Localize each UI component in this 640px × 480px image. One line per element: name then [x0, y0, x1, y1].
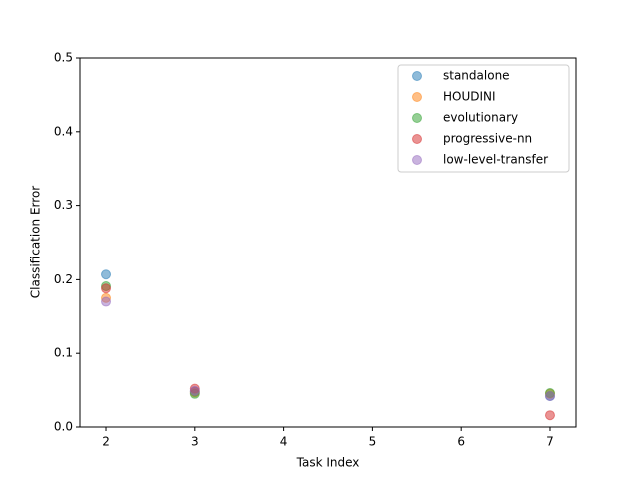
point: [189, 385, 200, 396]
y-tick-label: 0.4: [54, 124, 73, 138]
y-tick-label: 0.1: [54, 346, 73, 360]
y-tick-label: 0.3: [54, 198, 73, 212]
legend-label: standalone: [443, 69, 510, 83]
legend-marker: [412, 92, 422, 102]
point: [544, 391, 555, 402]
legend-marker: [412, 113, 422, 123]
legend-marker: [412, 134, 422, 144]
legend-label: HOUDINI: [443, 90, 496, 104]
x-tick-label: 7: [546, 435, 554, 449]
point: [101, 269, 112, 280]
y-tick-label: 0.2: [54, 272, 73, 286]
x-tick-label: 3: [191, 435, 199, 449]
legend-label: low-level-transfer: [443, 153, 548, 167]
y-tick-label: 0.5: [54, 51, 73, 65]
legend-box: [397, 64, 570, 173]
x-tick-label: 6: [457, 435, 465, 449]
y-tick-label: 0.0: [54, 420, 73, 434]
point: [101, 296, 112, 307]
legend-label: evolutionary: [443, 111, 518, 125]
plot-frame: [79, 57, 577, 428]
point: [101, 283, 112, 294]
legend-marker: [412, 155, 422, 165]
legend-label: progressive-nn: [443, 132, 532, 146]
x-tick-label: 2: [102, 435, 110, 449]
x-axis-label: Task Index: [296, 456, 360, 470]
y-axis-label: Classification Error: [29, 186, 43, 299]
legend-marker: [412, 71, 422, 81]
x-tick-label: 5: [369, 435, 377, 449]
x-tick-label: 4: [280, 435, 288, 449]
point: [544, 410, 555, 421]
